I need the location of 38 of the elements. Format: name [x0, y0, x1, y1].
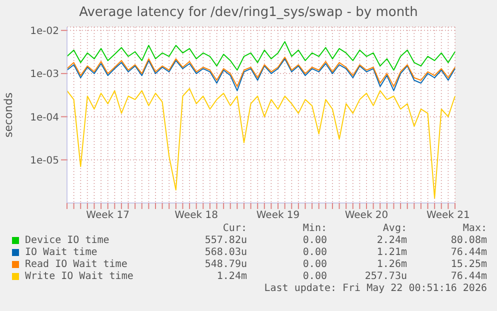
text: 0.00	[302, 234, 327, 246]
text: 15.25m	[450, 258, 487, 270]
chart-title: Average latency for /dev/ring1_sys/swap - by month	[78, 5, 419, 20]
x-tick-label: Week 17	[86, 210, 130, 222]
text: 1.26m	[376, 258, 407, 270]
x-tick-label: Week 19	[256, 210, 300, 222]
text: 76.44m	[450, 270, 487, 282]
text: 80.08m	[450, 234, 487, 246]
legend-label: Device IO time	[25, 234, 110, 246]
y-tick-label: 1e-04	[30, 112, 59, 124]
line-series	[66, 41, 456, 71]
text: 76.44m	[450, 246, 487, 258]
text: Last update: Fri May 22 00:51:16 2026	[263, 282, 487, 294]
x-tick-label: Week 21	[426, 210, 470, 222]
legend-label: Write IO Wait time	[25, 270, 134, 282]
text: 257.73u	[364, 270, 407, 282]
text: Cur:	[222, 222, 247, 234]
y-tick-label: 1e-03	[30, 69, 59, 80]
text: 548.79u	[204, 258, 247, 270]
text: 2.24m	[376, 234, 407, 246]
text: 568.03u	[204, 246, 247, 258]
text: 0.00	[302, 246, 327, 258]
text: Max:	[462, 222, 487, 234]
y-axis-title: seconds	[2, 92, 15, 138]
x-tick-label: Week 18	[174, 210, 218, 222]
y-tick-label: 1e-05	[30, 155, 59, 166]
x-tick-label: Week 20	[344, 210, 388, 222]
text: 1.24m	[216, 270, 247, 282]
legend-label: IO Wait time	[25, 246, 98, 258]
text: 0.00	[302, 270, 327, 282]
line-series	[66, 88, 456, 199]
legend-label: Read IO Wait time	[25, 258, 128, 270]
y-tick-label: 1e-02	[30, 26, 59, 37]
text: 557.82u	[204, 234, 247, 246]
text: Min:	[302, 222, 327, 234]
text: 1.21m	[376, 246, 407, 258]
text: 0.00	[302, 258, 327, 270]
text: Avg:	[382, 222, 407, 234]
